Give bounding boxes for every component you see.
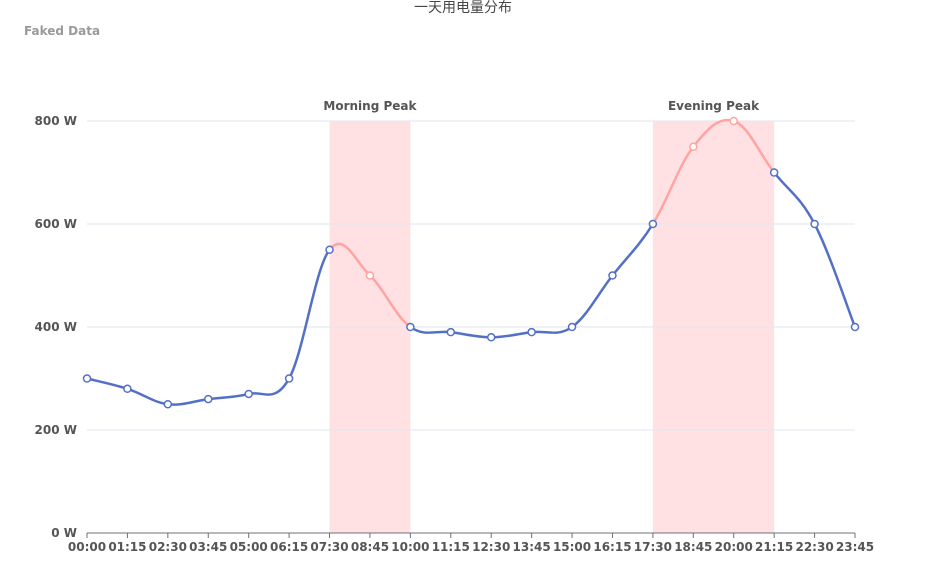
- series-line-segment-3: [207, 392, 250, 401]
- x-tick-label-1: 01:15: [108, 540, 146, 554]
- data-point-8: [406, 322, 415, 332]
- x-tick-label-12: 15:00: [553, 540, 591, 554]
- x-tick-label-5: 06:15: [270, 540, 308, 554]
- data-point-15: [689, 142, 698, 151]
- series-line-segment-9: [449, 330, 493, 339]
- x-tick-label-11: 13:45: [513, 540, 551, 554]
- data-point-14: [648, 219, 658, 229]
- series-line-segment-10: [489, 330, 533, 339]
- y-tick-label-0: 0 W: [51, 526, 77, 540]
- x-tick-label-13: 16:15: [593, 540, 631, 554]
- x-tick-label-2: 02:30: [149, 540, 187, 554]
- x-tick-label-6: 07:30: [310, 540, 348, 554]
- mark-area-label-0: Morning Peak: [323, 99, 417, 113]
- series-line-segment-13: [611, 222, 655, 277]
- data-point-2: [163, 400, 173, 409]
- data-point-11: [527, 327, 536, 337]
- series-line-segment-14: [651, 145, 695, 226]
- y-tick-label-4: 800 W: [35, 114, 77, 128]
- series-line-segment-5: [287, 248, 331, 380]
- series-line-segment-16: [732, 119, 776, 174]
- x-tick-label-15: 18:45: [674, 540, 712, 554]
- chart-title: 一天用电量分布: [414, 0, 512, 16]
- series-line-segment-0: [85, 377, 129, 391]
- series-line-segment-17: [772, 171, 816, 226]
- x-tick-label-10: 12:30: [472, 540, 510, 554]
- data-point-18: [810, 219, 819, 229]
- x-tick-label-19: 23:45: [836, 540, 874, 554]
- series-line-segment-18: [813, 222, 857, 329]
- series-line-segment-12: [570, 274, 614, 329]
- series-line-segment-6: [328, 242, 372, 277]
- series-line-segment-7: [368, 274, 412, 329]
- y-tick-label-1: 200 W: [35, 423, 77, 437]
- x-tick-label-0: 00:00: [68, 540, 106, 554]
- x-tick-label-7: 08:45: [351, 540, 389, 554]
- y-tick-label-3: 600 W: [35, 217, 77, 231]
- series-line-segment-2: [166, 397, 210, 406]
- data-point-19: [850, 322, 860, 332]
- data-point-6: [325, 245, 334, 254]
- data-point-5: [284, 374, 294, 383]
- data-point-9: [446, 327, 456, 337]
- series-line-segment-1: [126, 387, 170, 406]
- data-point-7: [365, 271, 375, 280]
- data-point-13: [608, 271, 617, 280]
- x-tick-label-9: 11:15: [432, 540, 470, 554]
- data-point-0: [82, 374, 92, 383]
- data-point-10: [486, 333, 496, 342]
- data-point-3: [204, 394, 213, 404]
- mark-area-label-1: Evening Peak: [668, 99, 760, 113]
- x-tick-label-3: 03:45: [189, 540, 227, 554]
- chart-subtitle: Faked Data: [24, 24, 101, 38]
- x-tick-label-16: 20:00: [715, 540, 753, 554]
- data-point-4: [244, 389, 253, 399]
- data-point-12: [567, 322, 577, 332]
- series-line-segment-8: [409, 325, 453, 334]
- x-tick-label-4: 05:00: [230, 540, 268, 554]
- y-tick-label-2: 400 W: [35, 320, 77, 334]
- data-point-17: [769, 168, 779, 177]
- data-point-16: [729, 116, 738, 126]
- data-point-1: [123, 384, 132, 394]
- series-line-segment-4: [247, 377, 291, 396]
- x-tick-label-18: 22:30: [795, 540, 833, 554]
- x-tick-label-8: 10:00: [391, 540, 429, 554]
- x-tick-label-17: 21:15: [755, 540, 793, 554]
- series-line-segment-11: [530, 325, 574, 334]
- x-tick-label-14: 17:30: [634, 540, 672, 554]
